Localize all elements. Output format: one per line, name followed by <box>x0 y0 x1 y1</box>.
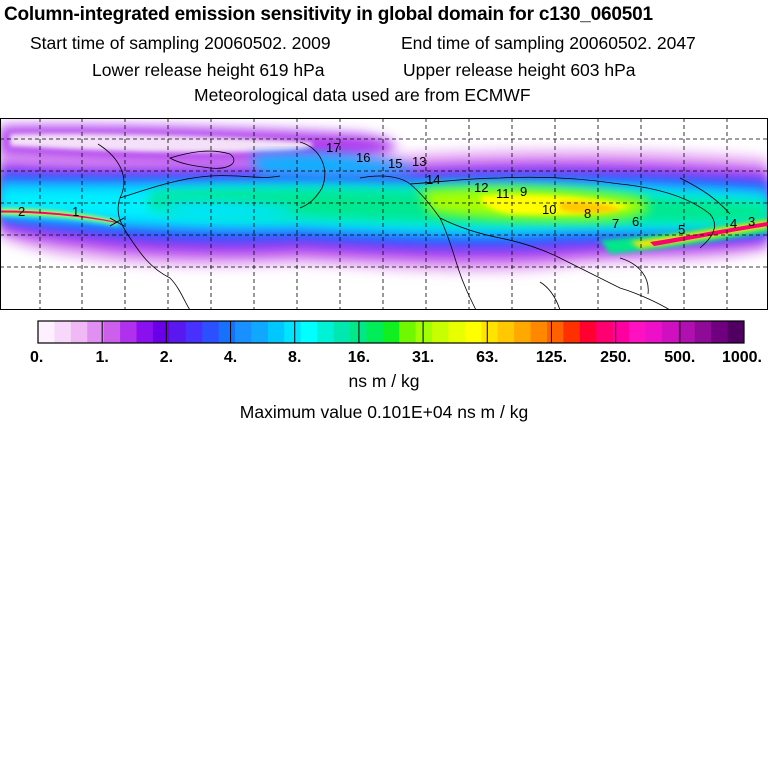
colorbar-tick-label: 1000. <box>722 349 762 366</box>
trajectory-label: 3 <box>748 214 755 229</box>
release-upper: Upper release height 603 hPa <box>403 60 636 80</box>
colorbar-cell <box>497 321 515 343</box>
trajectory-label: 14 <box>426 172 440 187</box>
colorbar-cell <box>661 321 679 343</box>
colorbar: 0. 1. 2. 4. 8. 16. 31. 63. 125. 250. 500. 1000. <box>30 320 762 366</box>
colorbar-cell <box>415 321 433 343</box>
colorbar-cell <box>678 321 696 343</box>
trajectory-label: 7 <box>612 216 619 231</box>
colorbar-cell <box>235 321 252 343</box>
colorbar-tick-label: 8. <box>288 349 301 366</box>
colorbar-cell <box>349 321 367 343</box>
trajectory-label: 12 <box>474 180 488 195</box>
colorbar-tick-label: 250. <box>600 349 631 366</box>
trajectory-label: 11 <box>496 186 510 201</box>
colorbar-cell <box>284 321 302 343</box>
colorbar-tick-label: 0. <box>30 349 43 366</box>
colorbar-tick-label: 31. <box>412 349 434 366</box>
colorbar-cell <box>596 321 614 343</box>
colorbar-tick-label: 4. <box>224 349 237 366</box>
colorbar-cell <box>87 321 105 343</box>
colorbar-cell <box>300 321 318 343</box>
trajectory-label: 4 <box>730 216 737 231</box>
colorbar-tick-label: 63. <box>476 349 498 366</box>
trajectory-label: 9 <box>520 184 527 199</box>
trajectory-label: 13 <box>412 154 426 169</box>
colorbar-tick-label: 2. <box>160 349 173 366</box>
colorbar-tick-labels: 0. 1. 2. 4. 8. 16. 31. 63. 125. 250. 500. 1000. <box>30 349 762 366</box>
sampling-end: End time of sampling 20060502. 2047 <box>401 33 696 53</box>
colorbar-tick-label: 16. <box>348 349 370 366</box>
colorbar-cell <box>579 321 597 343</box>
colorbar-tick-label: 1. <box>96 349 109 366</box>
colorbar-cell <box>563 321 581 343</box>
trajectory-label: 5 <box>678 222 685 237</box>
colorbar-cell <box>103 321 121 343</box>
colorbar-tick-label: 500. <box>664 349 695 366</box>
trajectory-label: 17 <box>326 140 340 155</box>
colorbar-cell <box>711 321 728 343</box>
trajectory-label: 1 <box>72 204 79 219</box>
colorbar-cell <box>218 321 236 343</box>
plot-title: Column-integrated emission sensitivity i… <box>4 4 653 25</box>
trajectory-label: 15 <box>388 156 402 171</box>
colorbar-unit: ns m / kg <box>348 371 420 391</box>
trajectory-label: 16 <box>356 150 370 165</box>
release-point-marker <box>109 217 125 227</box>
colorbar-cell <box>546 321 564 343</box>
colorbar-cell <box>448 321 466 343</box>
colorbar-cell <box>120 321 137 343</box>
colorbar-cell <box>136 321 154 343</box>
colorbar-cell <box>727 321 745 343</box>
coastlines <box>97 141 731 310</box>
trajectory-label: 2 <box>18 204 25 219</box>
colorbar-cell <box>169 321 187 343</box>
colorbar-cell <box>333 321 351 343</box>
maximum-value: Maximum value 0.101E+04 ns m / kg <box>239 402 529 422</box>
trajectory-label: 10 <box>542 202 556 217</box>
colorbar-cell <box>70 321 88 343</box>
colorbar-tick-label: 125. <box>536 349 567 366</box>
colorbar-cell <box>629 321 646 343</box>
colorbar-cell <box>514 321 531 343</box>
colorbar-cell <box>645 321 663 343</box>
colorbar-cell <box>152 321 170 343</box>
colorbar-cell <box>185 321 203 343</box>
colorbar-cell <box>267 321 285 343</box>
colorbar-cell <box>694 321 712 343</box>
colorbar-cell <box>54 321 72 343</box>
colorbar-cells <box>38 321 745 343</box>
colorbar-cell <box>464 321 482 343</box>
colorbar-cell <box>366 321 384 343</box>
trajectory-label: 8 <box>584 206 591 221</box>
trajectory-label: 6 <box>632 214 639 229</box>
colorbar-cell <box>530 321 548 343</box>
colorbar-dividers <box>101 321 681 343</box>
colorbar-cell <box>38 321 55 343</box>
met-source: Meteorological data used are from ECMWF <box>194 85 531 105</box>
sampling-start: Start time of sampling 20060502. 2009 <box>30 33 331 53</box>
colorbar-cell <box>317 321 334 343</box>
release-lower: Lower release height 619 hPa <box>92 60 325 80</box>
colorbar-cell <box>432 321 449 343</box>
colorbar-cell <box>612 321 630 343</box>
colorbar-cell <box>202 321 220 343</box>
colorbar-frame <box>37 320 745 344</box>
colorbar-cell <box>399 321 417 343</box>
grid-lines <box>0 118 768 310</box>
colorbar-cell <box>481 321 499 343</box>
colorbar-cell <box>382 321 400 343</box>
colorbar-cell <box>251 321 269 343</box>
